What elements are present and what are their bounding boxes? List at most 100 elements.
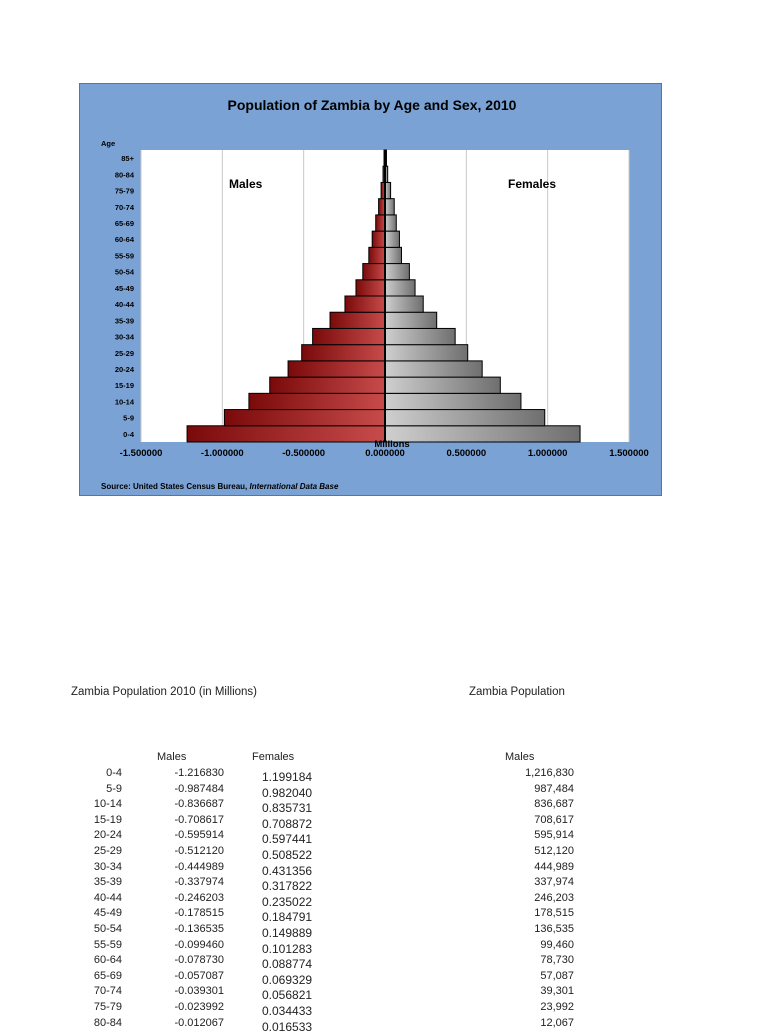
female-bar — [385, 247, 401, 263]
male-bar — [345, 296, 385, 312]
females-cell: 0.149889 — [262, 926, 342, 942]
age-cell: 15-19 — [70, 813, 122, 829]
male-bar — [270, 377, 385, 393]
age-cell: 20-24 — [70, 828, 122, 844]
age-category-label: 60-64 — [115, 235, 135, 244]
females-panel-label: Females — [508, 177, 556, 191]
female-bar — [385, 296, 423, 312]
x-axis-label: Millions — [374, 439, 409, 450]
age-cell: 70-74 — [70, 984, 122, 1000]
age-cell: 50-54 — [70, 922, 122, 938]
males-cell: -0.057087 — [150, 969, 224, 985]
header-males: Males — [157, 751, 186, 763]
males-cell: -0.023992 — [150, 1000, 224, 1016]
female-bar — [385, 393, 521, 409]
age-category-label: 80-84 — [115, 170, 135, 179]
males-cell: -0.078730 — [150, 953, 224, 969]
age-category-label: 75-79 — [115, 187, 134, 196]
header-males-right: Males — [505, 751, 534, 763]
female-bar — [385, 280, 415, 296]
females-cell: 0.597441 — [262, 832, 342, 848]
female-bar — [385, 231, 399, 247]
x-tick-label: -1.500000 — [120, 448, 163, 459]
age-cell: 40-44 — [70, 891, 122, 907]
age-category-label: 40-44 — [115, 300, 135, 309]
source-italic: International Data Base — [249, 482, 338, 491]
females-cell: 0.016533 — [262, 1020, 342, 1035]
x-tick-label: 1.000000 — [528, 448, 568, 459]
males-cell: -0.012067 — [150, 1016, 224, 1032]
sheet-title-right: Zambia Population — [469, 686, 565, 698]
males-cell: -0.136535 — [150, 922, 224, 938]
male-bar — [224, 410, 385, 426]
age-category-label: 50-54 — [115, 268, 135, 277]
males-count-cell: 12,067 — [490, 1016, 574, 1032]
males-cell: -0.708617 — [150, 813, 224, 829]
females-cell: 0.508522 — [262, 848, 342, 864]
female-bar — [385, 215, 396, 231]
male-bar — [302, 345, 385, 361]
males-cell: -0.099460 — [150, 938, 224, 954]
males-count-cell: 595,914 — [490, 828, 574, 844]
males-count-cell: 987,484 — [490, 782, 574, 798]
female-bar — [385, 377, 500, 393]
males-cell: -0.512120 — [150, 844, 224, 860]
age-category-label: 55-59 — [115, 251, 134, 260]
males-count-cell: 512,120 — [490, 844, 574, 860]
age-cell: 25-29 — [70, 844, 122, 860]
source-note: Source: United States Census Bureau, Int… — [101, 482, 339, 491]
males-cell: -0.337974 — [150, 875, 224, 891]
male-bar — [356, 280, 385, 296]
male-bar — [313, 328, 385, 344]
males-count-cell: 99,460 — [490, 938, 574, 954]
male-bar — [376, 215, 385, 231]
female-bar — [385, 426, 580, 442]
males-count-cell: 39,301 — [490, 984, 574, 1000]
females-cell: 0.982040 — [262, 786, 342, 802]
age-category-label: 30-34 — [115, 333, 135, 342]
males-count-cell: 78,730 — [490, 953, 574, 969]
males-count-cell: 444,989 — [490, 860, 574, 876]
age-cell: 45-49 — [70, 906, 122, 922]
females-cell: 1.199184 — [262, 770, 342, 786]
age-cell: 65-69 — [70, 969, 122, 985]
sheet-title-left: Zambia Population 2010 (in Millions) — [71, 686, 257, 698]
age-cell: 10-14 — [70, 797, 122, 813]
age-cell: 55-59 — [70, 938, 122, 954]
females-cell: 0.056821 — [262, 988, 342, 1004]
males-cell: -0.836687 — [150, 797, 224, 813]
males-cell: -0.246203 — [150, 891, 224, 907]
male-bar — [330, 312, 385, 328]
males-column: -1.216830-0.987484-0.836687-0.708617-0.5… — [150, 766, 224, 1031]
males-count-cell: 1,216,830 — [490, 766, 574, 782]
males-cell: -0.595914 — [150, 828, 224, 844]
age-category-label: 65-69 — [115, 219, 134, 228]
age-cell: 30-34 — [70, 860, 122, 876]
males-cell: -0.444989 — [150, 860, 224, 876]
source-prefix: Source: United States Census Bureau, — [101, 482, 249, 491]
age-category-label: 20-24 — [115, 365, 135, 374]
females-cell: 0.034433 — [262, 1004, 342, 1020]
males-count-cell: 136,535 — [490, 922, 574, 938]
age-category-label: 25-29 — [115, 349, 134, 358]
male-bar — [372, 231, 385, 247]
age-category-label: 85+ — [121, 154, 134, 163]
y-axis-label: Age — [101, 139, 115, 148]
females-cell: 0.235022 — [262, 895, 342, 911]
male-bar — [187, 426, 385, 442]
female-bar — [385, 264, 409, 280]
females-cell: 0.101283 — [262, 942, 342, 958]
female-bar — [385, 361, 482, 377]
males-cell: -1.216830 — [150, 766, 224, 782]
male-bar — [249, 393, 385, 409]
male-bar — [369, 247, 385, 263]
males-count-cell: 23,992 — [490, 1000, 574, 1016]
females-cell: 0.317822 — [262, 879, 342, 895]
age-category-label: 5-9 — [123, 414, 134, 423]
x-tick-label: -0.500000 — [282, 448, 325, 459]
female-bar — [385, 328, 455, 344]
